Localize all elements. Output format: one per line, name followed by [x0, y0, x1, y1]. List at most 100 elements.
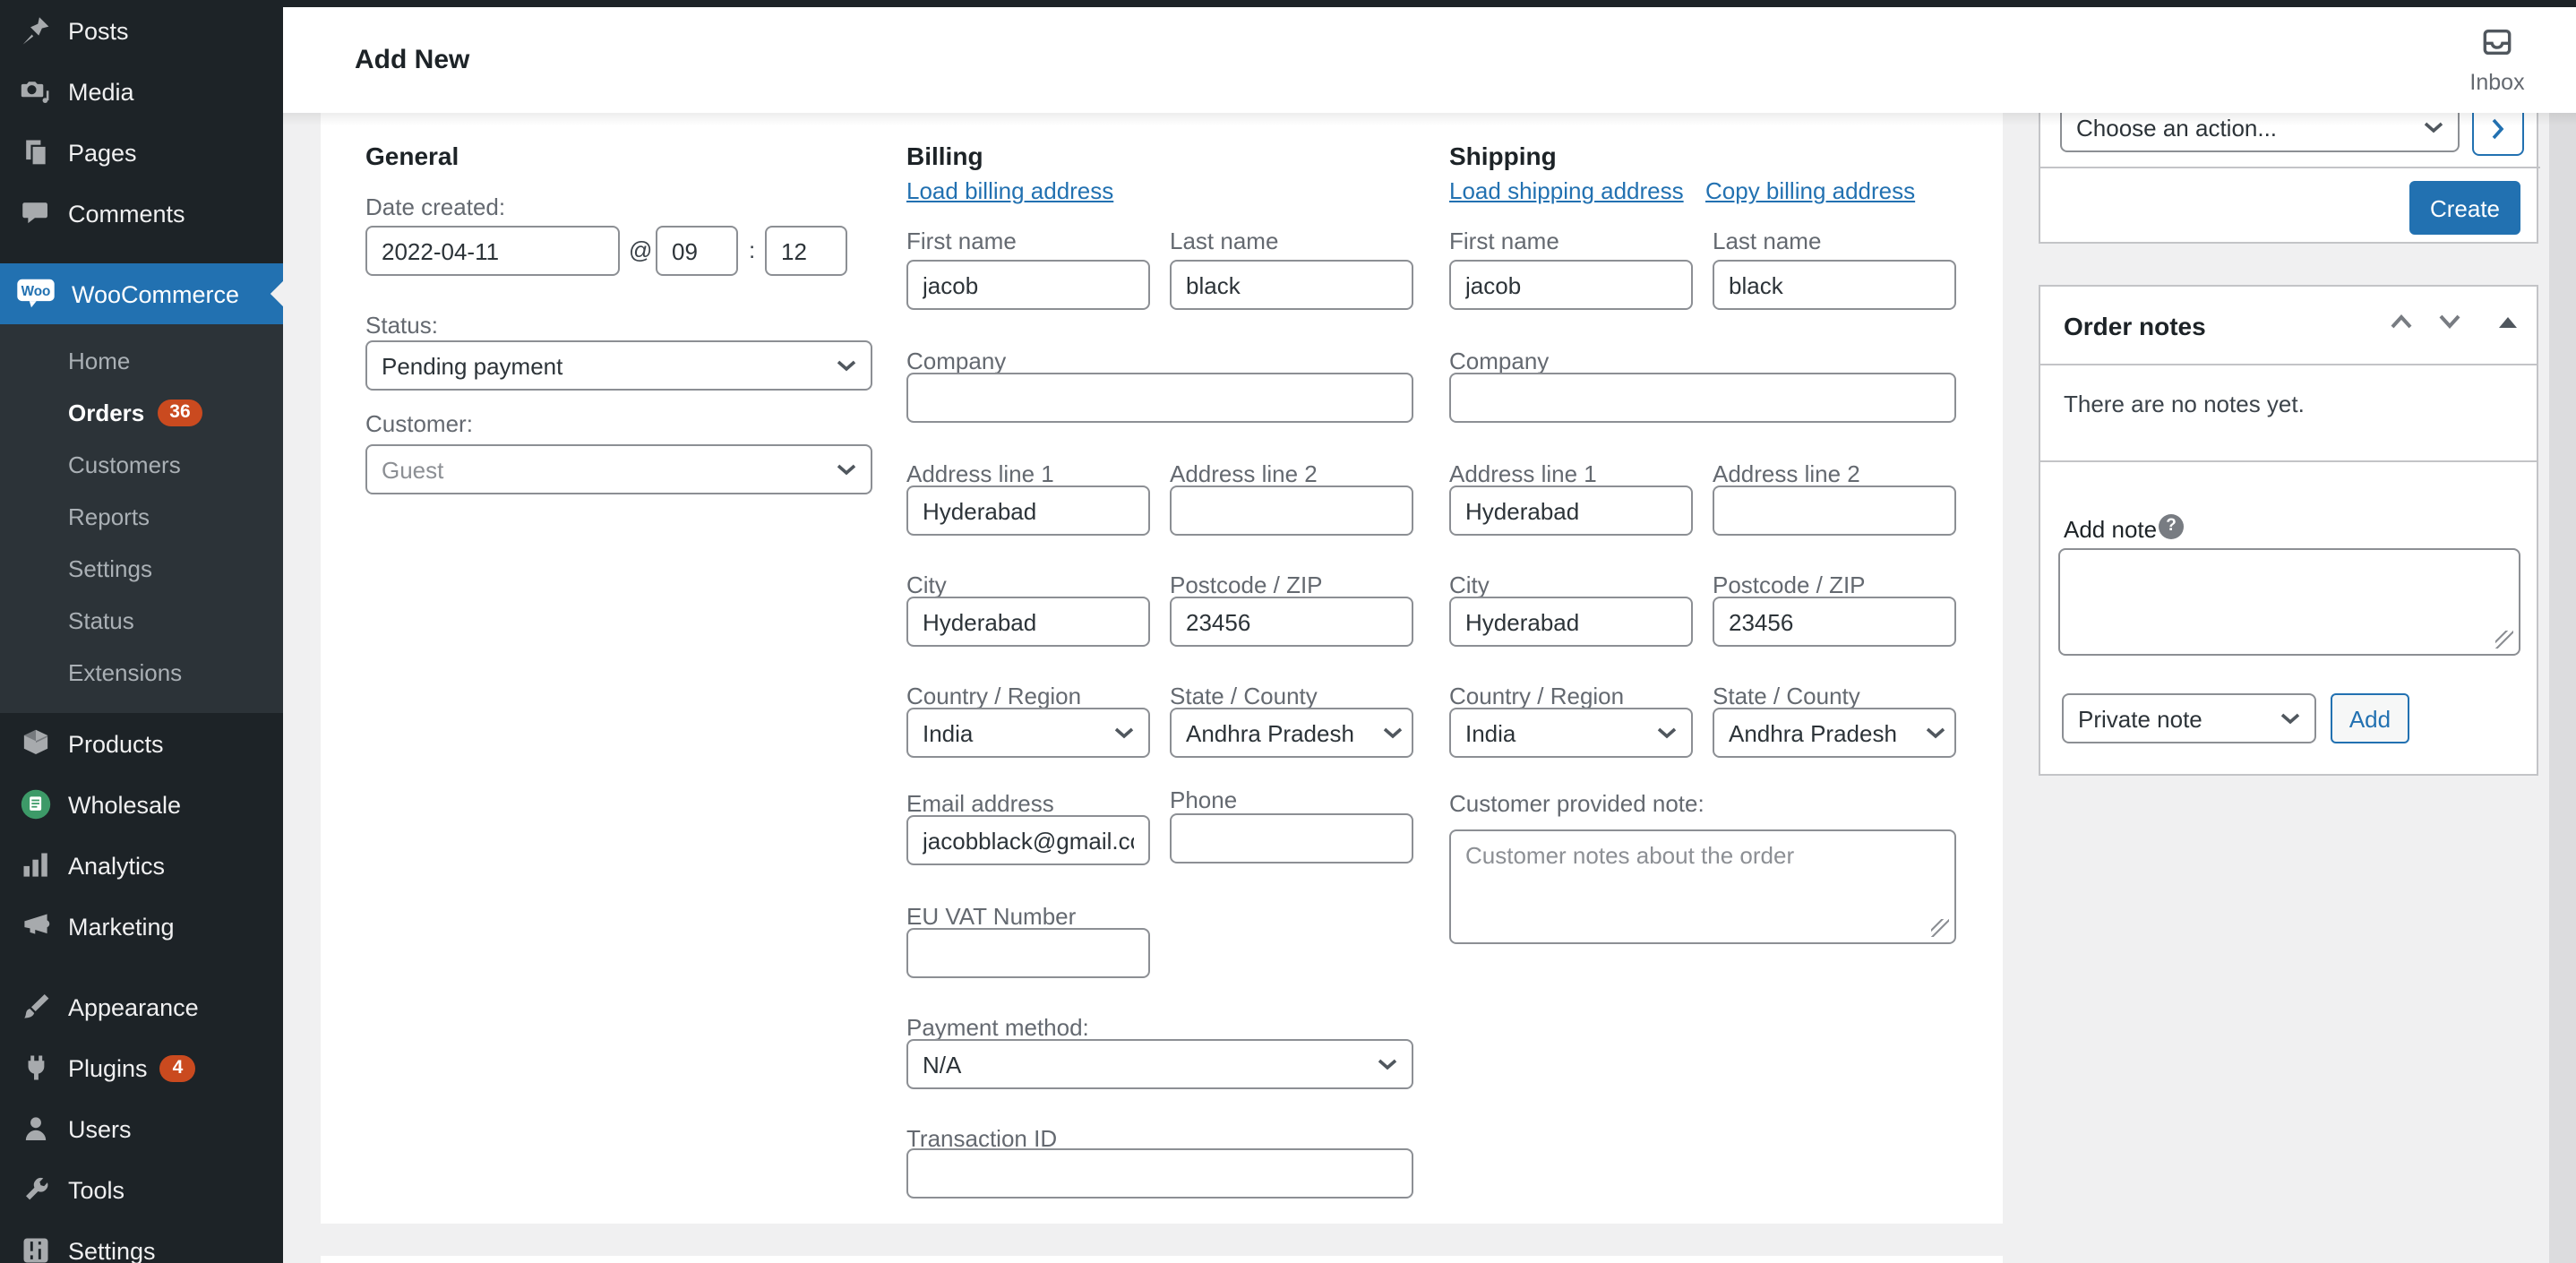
settings-sliders-icon	[23, 1238, 48, 1263]
general-heading: General	[365, 142, 459, 170]
create-button[interactable]: Create	[2409, 181, 2520, 235]
billing-email-input[interactable]	[906, 815, 1150, 865]
billing-address2-label: Address line 2	[1170, 460, 1318, 487]
sidebar-item-media[interactable]: Media	[0, 61, 283, 122]
shipping-company-input[interactable]	[1449, 373, 1956, 423]
collapse-toggle-icon[interactable]	[2499, 317, 2517, 328]
order-data-panel: General Date created: @ : Status: Pendin…	[321, 113, 2003, 1224]
shipping-last-name-input[interactable]	[1713, 260, 1956, 310]
sidebar-item-tools[interactable]: Tools	[0, 1159, 283, 1220]
billing-last-name-label: Last name	[1170, 228, 1279, 254]
billing-email-label: Email address	[906, 790, 1054, 817]
billing-address2-input[interactable]	[1170, 485, 1413, 536]
billing-first-name-input[interactable]	[906, 260, 1150, 310]
transaction-id-input[interactable]	[906, 1148, 1413, 1199]
submenu-item-customers[interactable]: Customers	[68, 451, 181, 478]
wholesale-scroll-icon	[21, 789, 51, 820]
status-select[interactable]: Pending payment	[365, 340, 872, 391]
billing-postcode-input[interactable]	[1170, 597, 1413, 647]
shipping-state-select[interactable]: Andhra Pradesh	[1713, 708, 1956, 758]
submenu-item-extensions[interactable]: Extensions	[68, 659, 183, 686]
inbox-button[interactable]: Inbox	[2458, 25, 2537, 95]
sidebar-item-settings[interactable]: Settings	[0, 1220, 283, 1263]
billing-company-input[interactable]	[906, 373, 1413, 423]
sidebar-item-label: Tools	[68, 1176, 125, 1203]
brush-icon	[24, 993, 49, 1018]
plugins-count-badge: 4	[159, 1054, 196, 1081]
sidebar-item-appearance[interactable]: Appearance	[0, 976, 283, 1037]
chevron-down-icon	[1378, 1058, 1397, 1070]
camera-icon	[21, 82, 49, 103]
chevron-down-icon	[837, 463, 856, 475]
date-created-input[interactable]	[365, 226, 620, 276]
resize-handle[interactable]	[1931, 919, 1949, 937]
sidebar-item-users[interactable]: Users	[0, 1098, 283, 1159]
chevron-down-icon	[1383, 726, 1403, 738]
hour-input[interactable]	[656, 226, 738, 276]
billing-phone-label: Phone	[1170, 786, 1238, 813]
submenu-item-home[interactable]: Home	[68, 348, 131, 374]
scrollbar-track[interactable]	[2549, 113, 2576, 1263]
shipping-first-name-input[interactable]	[1449, 260, 1693, 310]
billing-last-name-input[interactable]	[1170, 260, 1413, 310]
payment-method-select[interactable]: N/A	[906, 1039, 1413, 1089]
sidebar-item-plugins[interactable]: Plugins 4	[0, 1037, 283, 1098]
billing-phone-input[interactable]	[1170, 813, 1413, 863]
header-shadow	[283, 113, 2576, 125]
billing-address1-label: Address line 1	[906, 460, 1054, 487]
shipping-heading: Shipping	[1449, 142, 1557, 170]
help-icon[interactable]: ?	[2159, 514, 2184, 539]
move-down-icon[interactable]	[2438, 314, 2461, 330]
shipping-address1-input[interactable]	[1449, 485, 1693, 536]
submenu-item-status[interactable]: Status	[68, 607, 134, 634]
shipping-postcode-input[interactable]	[1713, 597, 1956, 647]
resize-handle[interactable]	[2495, 631, 2513, 649]
chevron-down-icon	[1114, 726, 1134, 738]
shipping-country-select[interactable]: India	[1449, 708, 1693, 758]
sidebar-item-comments[interactable]: Comments	[0, 183, 283, 244]
billing-vat-input[interactable]	[906, 928, 1150, 978]
add-note-label: Add note	[2064, 516, 2158, 543]
sidebar-item-products[interactable]: Products	[0, 713, 283, 774]
shipping-company-label: Company	[1449, 348, 1550, 374]
woocommerce-logo-icon: Woo	[17, 279, 55, 308]
shipping-city-input[interactable]	[1449, 597, 1693, 647]
sidebar-item-analytics[interactable]: Analytics	[0, 835, 283, 896]
sidebar-item-label: Products	[68, 730, 164, 757]
sidebar-item-pages[interactable]: Pages	[0, 122, 283, 183]
sidebar-item-label: Posts	[68, 17, 129, 44]
woocommerce-submenu: Home Orders 36 Customers Reports Setting…	[0, 324, 283, 713]
submenu-item-reports[interactable]: Reports	[68, 503, 150, 530]
note-type-select[interactable]: Private note	[2062, 693, 2316, 743]
sidebar-item-label: Media	[68, 78, 134, 105]
customer-note-label: Customer provided note:	[1449, 790, 1704, 817]
customer-select[interactable]: Guest	[365, 444, 872, 494]
submenu-item-settings[interactable]: Settings	[68, 555, 152, 582]
load-shipping-address-link[interactable]: Load shipping address	[1449, 177, 1684, 204]
add-note-button[interactable]: Add	[2331, 693, 2409, 743]
shipping-first-name-label: First name	[1449, 228, 1559, 254]
load-billing-address-link[interactable]: Load billing address	[906, 177, 1114, 204]
sidebar-item-marketing[interactable]: Marketing	[0, 896, 283, 957]
chevron-down-icon	[1657, 726, 1677, 738]
sidebar-item-label: Appearance	[68, 993, 199, 1020]
move-up-icon[interactable]	[2390, 314, 2413, 330]
shipping-address2-input[interactable]	[1713, 485, 1956, 536]
add-note-textarea[interactable]	[2058, 548, 2520, 656]
sidebar-item-woocommerce[interactable]: Woo WooCommerce	[0, 263, 296, 324]
minute-input[interactable]	[765, 226, 847, 276]
billing-vat-label: EU VAT Number	[906, 903, 1077, 930]
sidebar-item-wholesale[interactable]: Wholesale	[0, 774, 283, 835]
submenu-item-orders[interactable]: Orders 36	[0, 387, 283, 439]
shipping-country-label: Country / Region	[1449, 683, 1625, 709]
billing-city-input[interactable]	[906, 597, 1150, 647]
copy-billing-address-link[interactable]: Copy billing address	[1705, 177, 1916, 204]
billing-state-select[interactable]: Andhra Pradesh	[1170, 708, 1413, 758]
billing-address1-input[interactable]	[906, 485, 1150, 536]
billing-country-select[interactable]: India	[906, 708, 1150, 758]
shipping-state-label: State / County	[1713, 683, 1860, 709]
customer-note-textarea[interactable]	[1449, 829, 1956, 944]
sidebar-item-posts[interactable]: Posts	[0, 0, 283, 61]
page-title: Add New	[355, 45, 470, 75]
